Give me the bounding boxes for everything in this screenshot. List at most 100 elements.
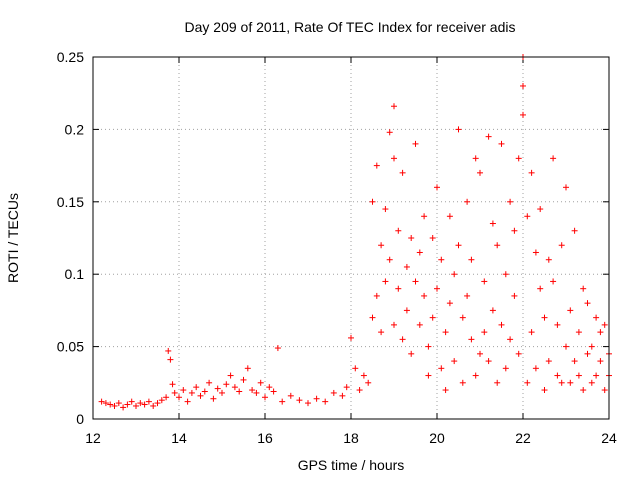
data-point: [128, 398, 135, 405]
x-tick-label: 16: [257, 430, 273, 446]
data-point: [391, 321, 397, 328]
data-point: [567, 379, 574, 386]
data-point: [451, 358, 458, 365]
x-tick-label: 14: [171, 430, 187, 446]
data-point: [262, 394, 268, 401]
data-point: [154, 400, 161, 407]
data-point: [528, 329, 535, 336]
data-point: [442, 329, 449, 336]
data-point: [369, 198, 376, 205]
data-point: [369, 314, 376, 321]
y-tick-label: 0.1: [65, 266, 85, 282]
data-point: [395, 227, 402, 234]
y-tick-label: 0: [76, 411, 84, 427]
data-point: [446, 213, 453, 220]
data-point: [158, 397, 165, 404]
data-point: [425, 372, 432, 379]
y-tick-label: 0.2: [65, 121, 85, 137]
data-point: [601, 321, 608, 328]
data-point: [378, 242, 385, 249]
data-point: [442, 387, 449, 394]
data-point: [524, 379, 531, 386]
data-point: [472, 155, 479, 162]
data-point: [601, 387, 608, 394]
data-point: [481, 329, 488, 336]
data-point: [201, 388, 208, 395]
data-point: [588, 379, 595, 386]
data-point: [386, 129, 393, 136]
data-point: [102, 400, 109, 407]
data-point: [305, 400, 311, 407]
data-point: [481, 278, 488, 285]
data-point: [563, 343, 569, 350]
data-point: [180, 387, 187, 394]
data-point: [111, 402, 118, 409]
data-point: [550, 278, 557, 285]
x-tick-label: 22: [515, 430, 531, 446]
data-point: [554, 321, 561, 328]
x-axis-label: GPS time / hours: [298, 457, 405, 473]
data-point: [412, 278, 419, 285]
data-point: [494, 379, 501, 386]
data-point: [502, 365, 509, 372]
data-point: [322, 398, 329, 405]
data-point: [571, 227, 578, 234]
data-point: [356, 387, 363, 394]
data-point: [541, 314, 548, 321]
y-axis-label: ROTI / TECUs: [5, 193, 21, 283]
grid-lines: [93, 57, 609, 419]
data-point: [249, 387, 256, 394]
data-point: [124, 401, 131, 408]
data-point: [412, 140, 419, 147]
data-point: [558, 242, 565, 249]
data-point: [459, 314, 466, 321]
data-point: [507, 198, 514, 205]
data-point: [472, 372, 479, 379]
data-point: [416, 249, 423, 256]
data-point: [494, 242, 501, 249]
data-point: [223, 381, 230, 388]
data-point: [240, 376, 247, 383]
data-point: [421, 213, 428, 220]
y-tick-label: 0.25: [57, 49, 84, 65]
data-point: [511, 292, 518, 299]
data-point: [545, 358, 552, 365]
data-point: [270, 388, 277, 395]
data-point: [279, 398, 286, 405]
data-point: [378, 329, 385, 336]
x-tick-label: 18: [343, 430, 359, 446]
data-point: [455, 242, 462, 249]
data-point: [575, 329, 582, 336]
data-point: [399, 169, 406, 176]
data-point: [408, 350, 415, 357]
data-point: [588, 343, 595, 350]
data-point: [584, 350, 591, 357]
data-point: [236, 388, 243, 395]
data-point: [537, 206, 544, 213]
data-point: [425, 343, 432, 350]
data-point: [253, 389, 260, 396]
data-point: [231, 384, 238, 391]
data-point: [150, 402, 157, 409]
data-point: [485, 133, 492, 140]
data-point: [373, 292, 380, 299]
data-point: [382, 206, 389, 213]
data-point: [287, 392, 294, 399]
x-tick-label: 24: [601, 430, 617, 446]
data-point: [176, 394, 182, 401]
data-point: [120, 404, 127, 411]
data-point: [257, 379, 264, 386]
data-point: [434, 184, 440, 191]
data-point: [188, 389, 195, 396]
data-point: [184, 398, 191, 405]
data-point: [580, 387, 587, 394]
data-points: [98, 54, 612, 411]
chart-title: Day 209 of 2011, Rate Of TEC Index for r…: [185, 19, 516, 35]
y-tick-labels: 0 0.05 0.1 0.15 0.2 0.25: [57, 49, 84, 427]
data-point: [580, 285, 587, 292]
data-point: [464, 292, 471, 299]
data-point: [537, 285, 544, 292]
data-point: [520, 82, 526, 89]
data-point: [429, 235, 436, 241]
data-point: [429, 314, 436, 321]
